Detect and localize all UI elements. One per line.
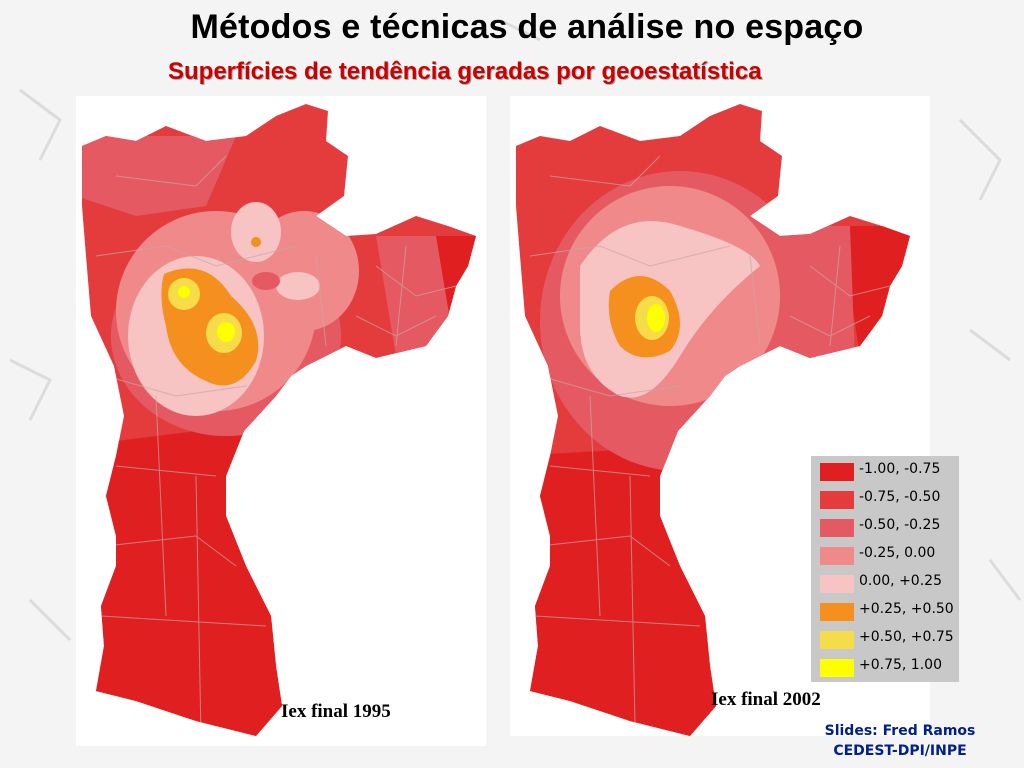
legend-swatch bbox=[820, 631, 854, 649]
credit-institution: CEDEST-DPI/INPE bbox=[833, 743, 967, 759]
legend-swatch bbox=[820, 519, 854, 537]
legend-label: -1.00, -0.75 bbox=[859, 461, 941, 477]
legend-item: -1.00, -0.75 bbox=[811, 458, 959, 486]
legend-item: 0.00, +0.25 bbox=[811, 570, 959, 598]
legend-item: +0.50, +0.75 bbox=[811, 626, 959, 654]
legend-swatch bbox=[820, 659, 854, 677]
map-1995-panel bbox=[76, 96, 486, 746]
legend-item: +0.75, 1.00 bbox=[811, 654, 959, 682]
credit-author: Slides: Fred Ramos bbox=[824, 723, 976, 739]
map-2002-caption: Iex final 2002 bbox=[711, 689, 821, 710]
legend-item: +0.25, +0.50 bbox=[811, 598, 959, 626]
legend-item: -0.50, -0.25 bbox=[811, 514, 959, 542]
legend-swatch bbox=[820, 547, 854, 565]
legend-swatch bbox=[820, 603, 854, 621]
legend-label: -0.50, -0.25 bbox=[859, 517, 941, 533]
legend-label: +0.25, +0.50 bbox=[859, 601, 954, 617]
legend-item: -0.25, 0.00 bbox=[811, 542, 959, 570]
legend-item: -0.75, -0.50 bbox=[811, 486, 959, 514]
map-2002 bbox=[516, 104, 910, 736]
slide-title: Métodos e técnicas de análise no espaço bbox=[190, 8, 864, 46]
legend: -1.00, -0.75 -0.75, -0.50 -0.50, -0.25 -… bbox=[811, 456, 959, 682]
slide-subtitle: Superfícies de tendência geradas por geo… bbox=[168, 58, 762, 85]
legend-swatch bbox=[820, 463, 854, 481]
legend-label: -0.75, -0.50 bbox=[859, 489, 941, 505]
map-1995 bbox=[82, 104, 476, 736]
legend-swatch bbox=[820, 491, 854, 509]
legend-label: -0.25, 0.00 bbox=[859, 545, 936, 561]
legend-label: +0.75, 1.00 bbox=[859, 657, 942, 673]
map-1995-caption: Iex final 1995 bbox=[281, 701, 391, 722]
legend-label: +0.50, +0.75 bbox=[859, 629, 954, 645]
legend-swatch bbox=[820, 575, 854, 593]
legend-label: 0.00, +0.25 bbox=[859, 573, 942, 589]
